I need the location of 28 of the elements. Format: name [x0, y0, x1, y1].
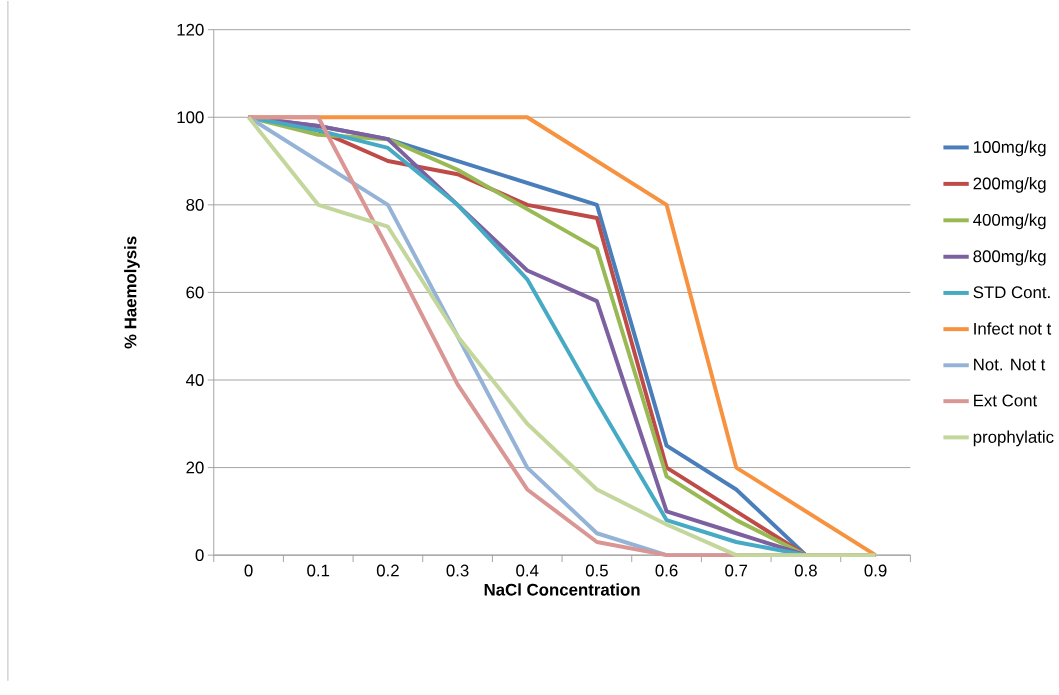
legend-label: Infect not t — [974, 322, 1052, 335]
x-tick-label: 0.8 — [794, 564, 817, 577]
legend-label: prophylatic — [973, 430, 1054, 447]
x-tick-label: 0.2 — [376, 564, 399, 577]
y-tick-label: 100 — [177, 111, 204, 124]
legend-label: 100mg/kg — [974, 140, 1046, 157]
x-tick-label: 0.3 — [446, 564, 469, 577]
y-tick-label: 80 — [186, 199, 204, 211]
legend-label: Ext Cont — [974, 394, 1038, 407]
legend-label: 200mg/kg — [973, 177, 1046, 193]
x-tick-label: 0.5 — [585, 564, 608, 577]
x-tick-label: 0.9 — [864, 564, 887, 577]
legend-label: STD Cont. — [973, 286, 1050, 299]
y-tick-label: 20 — [186, 461, 204, 474]
y-axis-title: % Haemolysis — [124, 236, 140, 349]
x-tick-label: 0.4 — [516, 564, 539, 577]
y-tick-label: 0 — [195, 549, 204, 562]
y-tick-label: 40 — [185, 374, 204, 387]
y-tick-label: 60 — [186, 286, 204, 299]
legend-label: Not. Not t — [974, 358, 1046, 371]
x-axis-title: NaCl Concentration — [484, 583, 640, 596]
y-tick-label: 120 — [177, 23, 204, 36]
x-tick-label: 0 — [244, 564, 253, 577]
x-tick-label: 0.1 — [307, 564, 330, 577]
x-tick-label: 0.7 — [725, 564, 748, 577]
x-tick-label: 0.6 — [655, 564, 678, 577]
legend-label: 400mg/kg — [973, 213, 1046, 230]
legend-label: 800mg/kg — [973, 250, 1046, 266]
